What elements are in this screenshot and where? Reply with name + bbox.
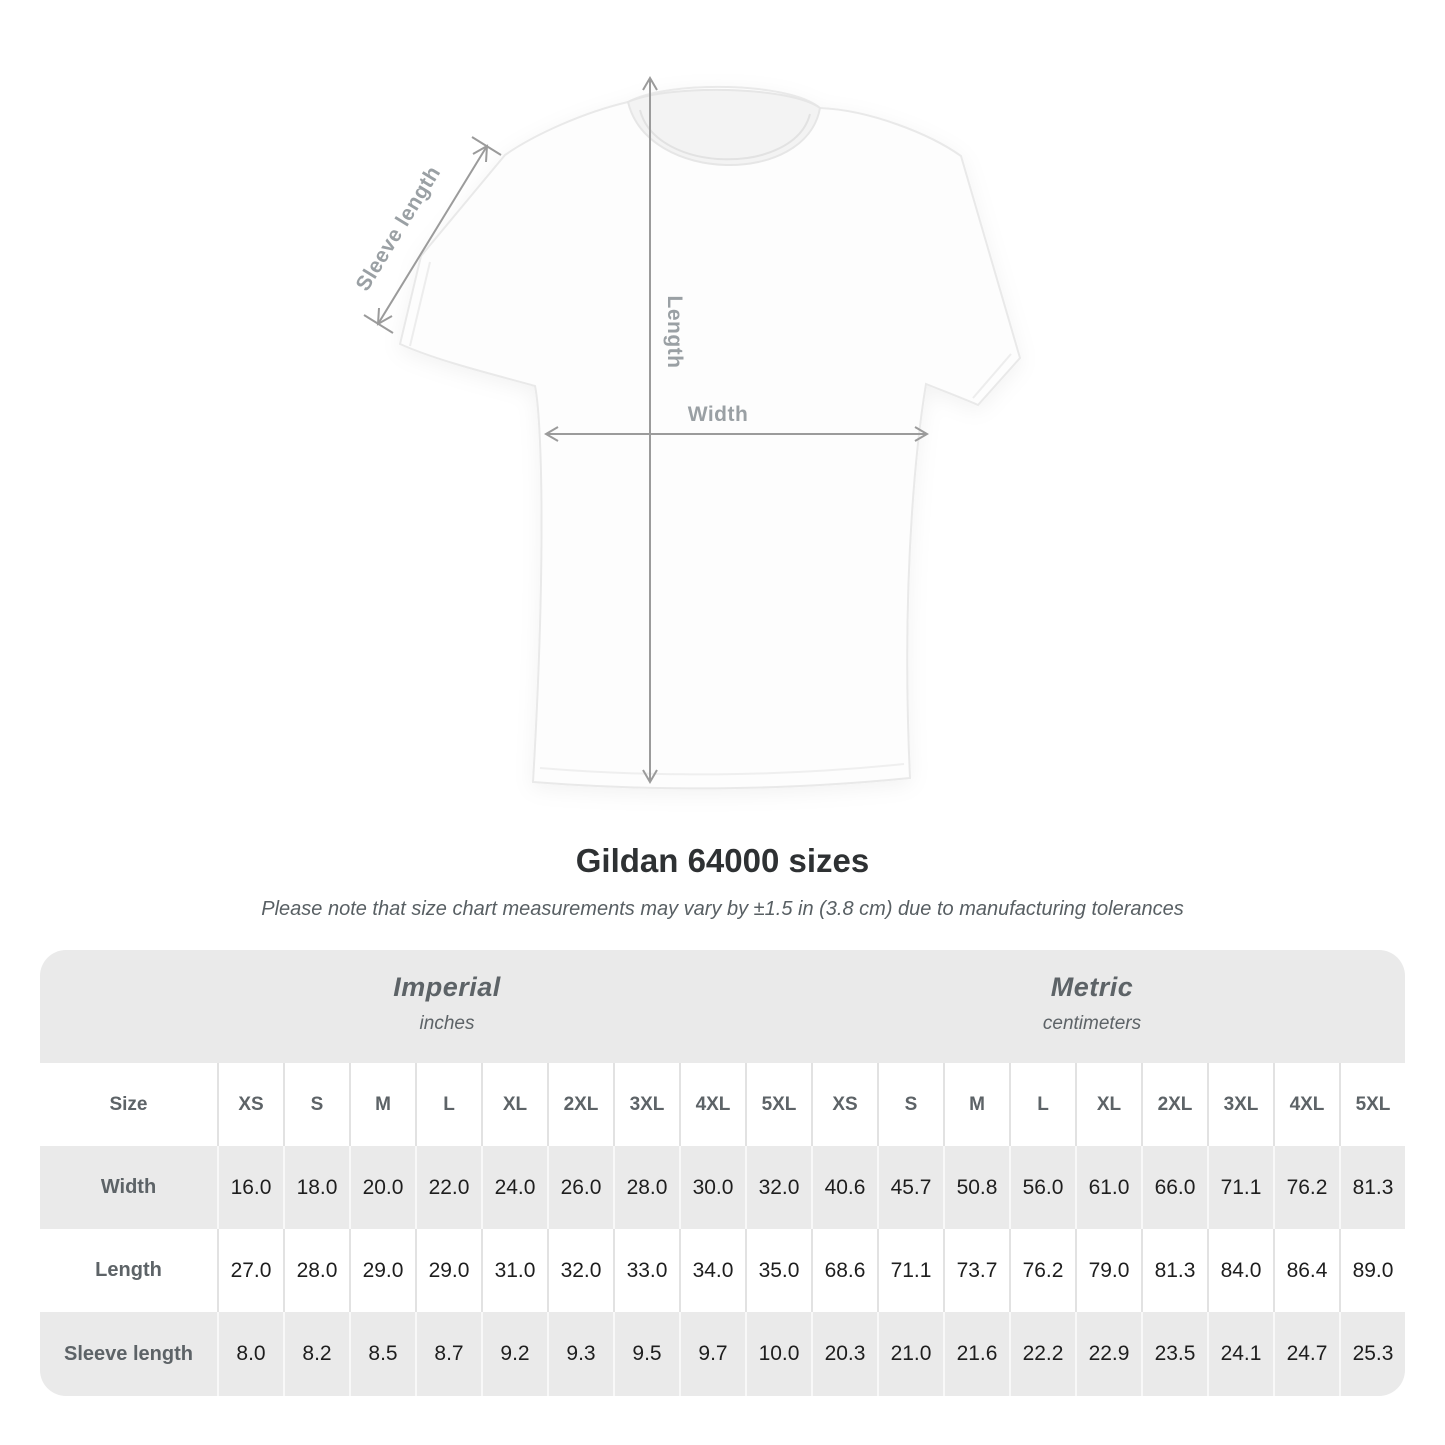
unit-group-header: Imperial inches Metric centimeters [40,950,1405,1063]
col-header: XL [1075,1063,1141,1146]
width-dimension-label: Width [688,403,749,426]
table-cell: 24.0 [481,1146,547,1229]
table-row-sleeve-length: Sleeve length 8.0 8.2 8.5 8.7 9.2 9.3 9.… [40,1312,1405,1396]
length-dimension-label: Length [663,296,686,369]
tshirt-image [398,85,1022,790]
imperial-group-header: Imperial inches [393,972,501,1035]
table-cell: 71.1 [1207,1146,1273,1229]
table-cell: 22.2 [1009,1312,1075,1396]
table-cell: 29.0 [415,1229,481,1312]
col-header: L [1009,1063,1075,1146]
table-cell: 73.7 [943,1229,1009,1312]
size-chart-table: Imperial inches Metric centimeters Size … [40,950,1405,1396]
col-header: S [283,1063,349,1146]
col-header: 5XL [745,1063,811,1146]
table-cell: 81.3 [1339,1146,1405,1229]
table-row-width: Width 16.0 18.0 20.0 22.0 24.0 26.0 28.0… [40,1146,1405,1229]
table-cell: 24.7 [1273,1312,1339,1396]
table-cell: 45.7 [877,1146,943,1229]
table-cell: 9.3 [547,1312,613,1396]
col-header: 4XL [1273,1063,1339,1146]
table-cell: 20.3 [811,1312,877,1396]
table-cell: 33.0 [613,1229,679,1312]
table-cell: 32.0 [547,1229,613,1312]
table-cell: 89.0 [1339,1229,1405,1312]
col-header: XS [811,1063,877,1146]
page-title: Gildan 64000 sizes [575,842,870,879]
table-cell: 8.5 [349,1312,415,1396]
col-header: 3XL [1207,1063,1273,1146]
table-cell: 68.6 [811,1229,877,1312]
size-corner-header: Size [109,1093,148,1115]
col-header: XS [217,1063,283,1146]
table-cell: 30.0 [679,1146,745,1229]
table-cell: 18.0 [283,1146,349,1229]
table-cell: 84.0 [1207,1229,1273,1312]
table-cell: 66.0 [1141,1146,1207,1229]
table-cell: 16.0 [217,1146,283,1229]
size-header-row: Size XS S M L XL 2XL 3XL 4XL 5XL XS S M … [40,1063,1405,1146]
table-cell: 22.9 [1075,1312,1141,1396]
table-cell: 25.3 [1339,1312,1405,1396]
table-cell: 10.0 [745,1312,811,1396]
table-cell: 32.0 [745,1146,811,1229]
table-cell: 8.2 [283,1312,349,1396]
table-cell: 34.0 [679,1229,745,1312]
tshirt-measurement-diagram: Length Width Sleeve length [352,76,1022,790]
col-header: M [349,1063,415,1146]
col-header: XL [481,1063,547,1146]
table-cell: 26.0 [547,1146,613,1229]
table-cell: 40.6 [811,1146,877,1229]
table-cell: 21.6 [943,1312,1009,1396]
table-cell: 9.2 [481,1312,547,1396]
table-cell: 27.0 [217,1229,283,1312]
row-label: Width [100,1176,157,1198]
col-header: 2XL [1141,1063,1207,1146]
width-arrow [544,426,929,442]
table-cell: 76.2 [1273,1146,1339,1229]
col-header: 4XL [679,1063,745,1146]
table-cell: 56.0 [1009,1146,1075,1229]
col-header: S [877,1063,943,1146]
table-cell: 71.1 [877,1229,943,1312]
table-row-length: Length 27.0 28.0 29.0 29.0 31.0 32.0 33.… [40,1229,1405,1312]
table-cell: 22.0 [415,1146,481,1229]
table-cell: 8.0 [217,1312,283,1396]
table-cell: 23.5 [1141,1312,1207,1396]
table-cell: 8.7 [415,1312,481,1396]
table-cell: 20.0 [349,1146,415,1229]
row-label: Length [95,1259,162,1281]
table-cell: 61.0 [1075,1146,1141,1229]
col-header: 2XL [547,1063,613,1146]
imperial-label: Imperial [393,972,501,1002]
tolerance-note: Please note that size chart measurements… [261,898,1184,920]
col-header: 5XL [1339,1063,1405,1146]
table-cell: 76.2 [1009,1229,1075,1312]
table-cell: 29.0 [349,1229,415,1312]
row-label: Sleeve length [64,1342,193,1365]
table-cell: 86.4 [1273,1229,1339,1312]
inches-label: inches [419,1013,475,1034]
table-cell: 79.0 [1075,1229,1141,1312]
centimeters-label: centimeters [1042,1013,1142,1034]
table-cell: 21.0 [877,1312,943,1396]
col-header: L [415,1063,481,1146]
col-header: 3XL [613,1063,679,1146]
table-cell: 9.7 [679,1312,745,1396]
sleeve-length-arrow [363,136,502,334]
metric-label: Metric [1050,972,1134,1002]
table-cell: 31.0 [481,1229,547,1312]
table-cell: 50.8 [943,1146,1009,1229]
length-arrow [642,76,658,784]
table-cell: 24.1 [1207,1312,1273,1396]
table-cell: 9.5 [613,1312,679,1396]
col-header: M [943,1063,1009,1146]
metric-group-header: Metric centimeters [1043,972,1141,1035]
table-cell: 28.0 [613,1146,679,1229]
table-cell: 28.0 [283,1229,349,1312]
table-cell: 35.0 [745,1229,811,1312]
table-cell: 81.3 [1141,1229,1207,1312]
